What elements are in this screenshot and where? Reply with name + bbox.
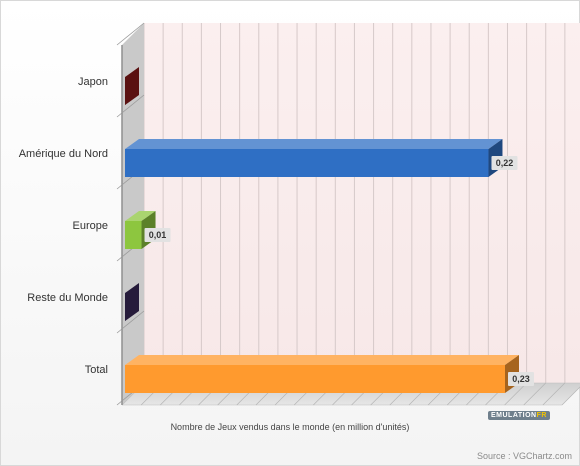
category-label: Reste du Monde [27, 292, 108, 304]
floor-grid-line [561, 386, 580, 406]
bar [125, 139, 503, 177]
bar-front-face [125, 221, 142, 249]
emulation-logo: EMULATIONFR [488, 411, 550, 420]
value-label: 0,22 [496, 158, 514, 168]
bar-front-face [125, 149, 489, 177]
bar [125, 67, 139, 105]
floor-grid-line [504, 382, 527, 406]
bar-top-face [125, 355, 519, 365]
bar-side-face [125, 283, 139, 321]
value-label-box [144, 228, 171, 242]
value-label: 0,01 [149, 230, 167, 240]
category-divider [116, 94, 145, 118]
value-label-box [508, 372, 534, 386]
bar [125, 355, 519, 393]
category-label: Amérique du Nord [19, 148, 108, 160]
bar-top-face [125, 139, 503, 149]
floor-grid-line [523, 382, 546, 406]
category-divider [116, 22, 145, 46]
source-text: Source : VGChartz.com [477, 451, 572, 461]
x-axis-label: Nombre de Jeux vendus dans le monde (en … [171, 422, 410, 432]
value-label: 0,23 [512, 374, 530, 384]
plot-back-wall [144, 23, 580, 383]
bar-side-face [125, 67, 139, 105]
category-divider [116, 310, 145, 334]
bar-front-face [125, 365, 505, 393]
category-label: Japon [78, 76, 108, 88]
value-label-box [491, 156, 518, 170]
category-label: Europe [73, 220, 108, 232]
floor-grid-line [542, 382, 566, 406]
bar [125, 283, 139, 321]
category-label: Total [85, 364, 108, 376]
bar-top-face [125, 211, 156, 221]
